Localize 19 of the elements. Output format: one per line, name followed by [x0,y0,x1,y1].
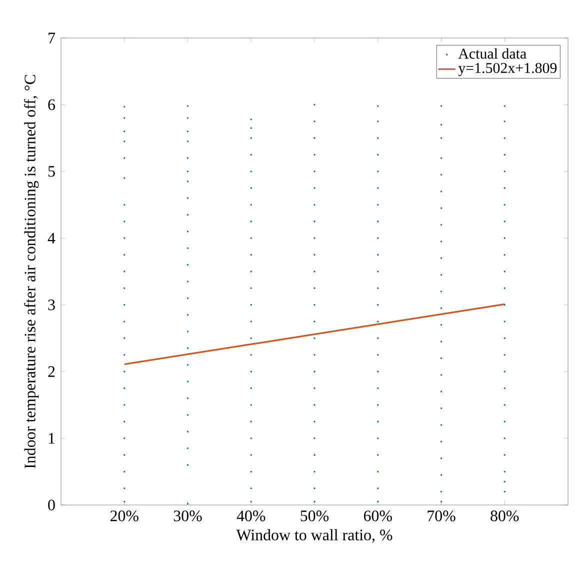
y-tick-label: 4 [48,232,56,244]
legend-label: Actual data [458,48,526,59]
x-tick-label: 80% [490,510,519,522]
x-tick-label: 30% [174,510,202,522]
y-tick-label: 0 [48,500,55,510]
y-tick-label: 1 [48,433,55,444]
y-axis-title: Indoor temperature rise after air conditioning is turned off, °C [24,74,39,468]
y-tick-label: 2 [48,366,55,377]
legend-label: y=1.502x+1.809 [458,62,557,76]
x-tick-label: 20% [110,510,138,522]
y-tick-label: 3 [48,300,55,310]
x-tick-label: 40% [236,510,266,522]
x-tick-label: 60% [364,510,392,522]
x-axis-title: Window to wall ratio, % [236,529,392,543]
y-tick-label: 7 [48,32,56,44]
x-tick-label: 70% [428,510,456,522]
y-tick-label: 5 [48,166,55,177]
y-tick-label: 6 [48,99,56,110]
x-tick-label: 50% [300,510,329,522]
